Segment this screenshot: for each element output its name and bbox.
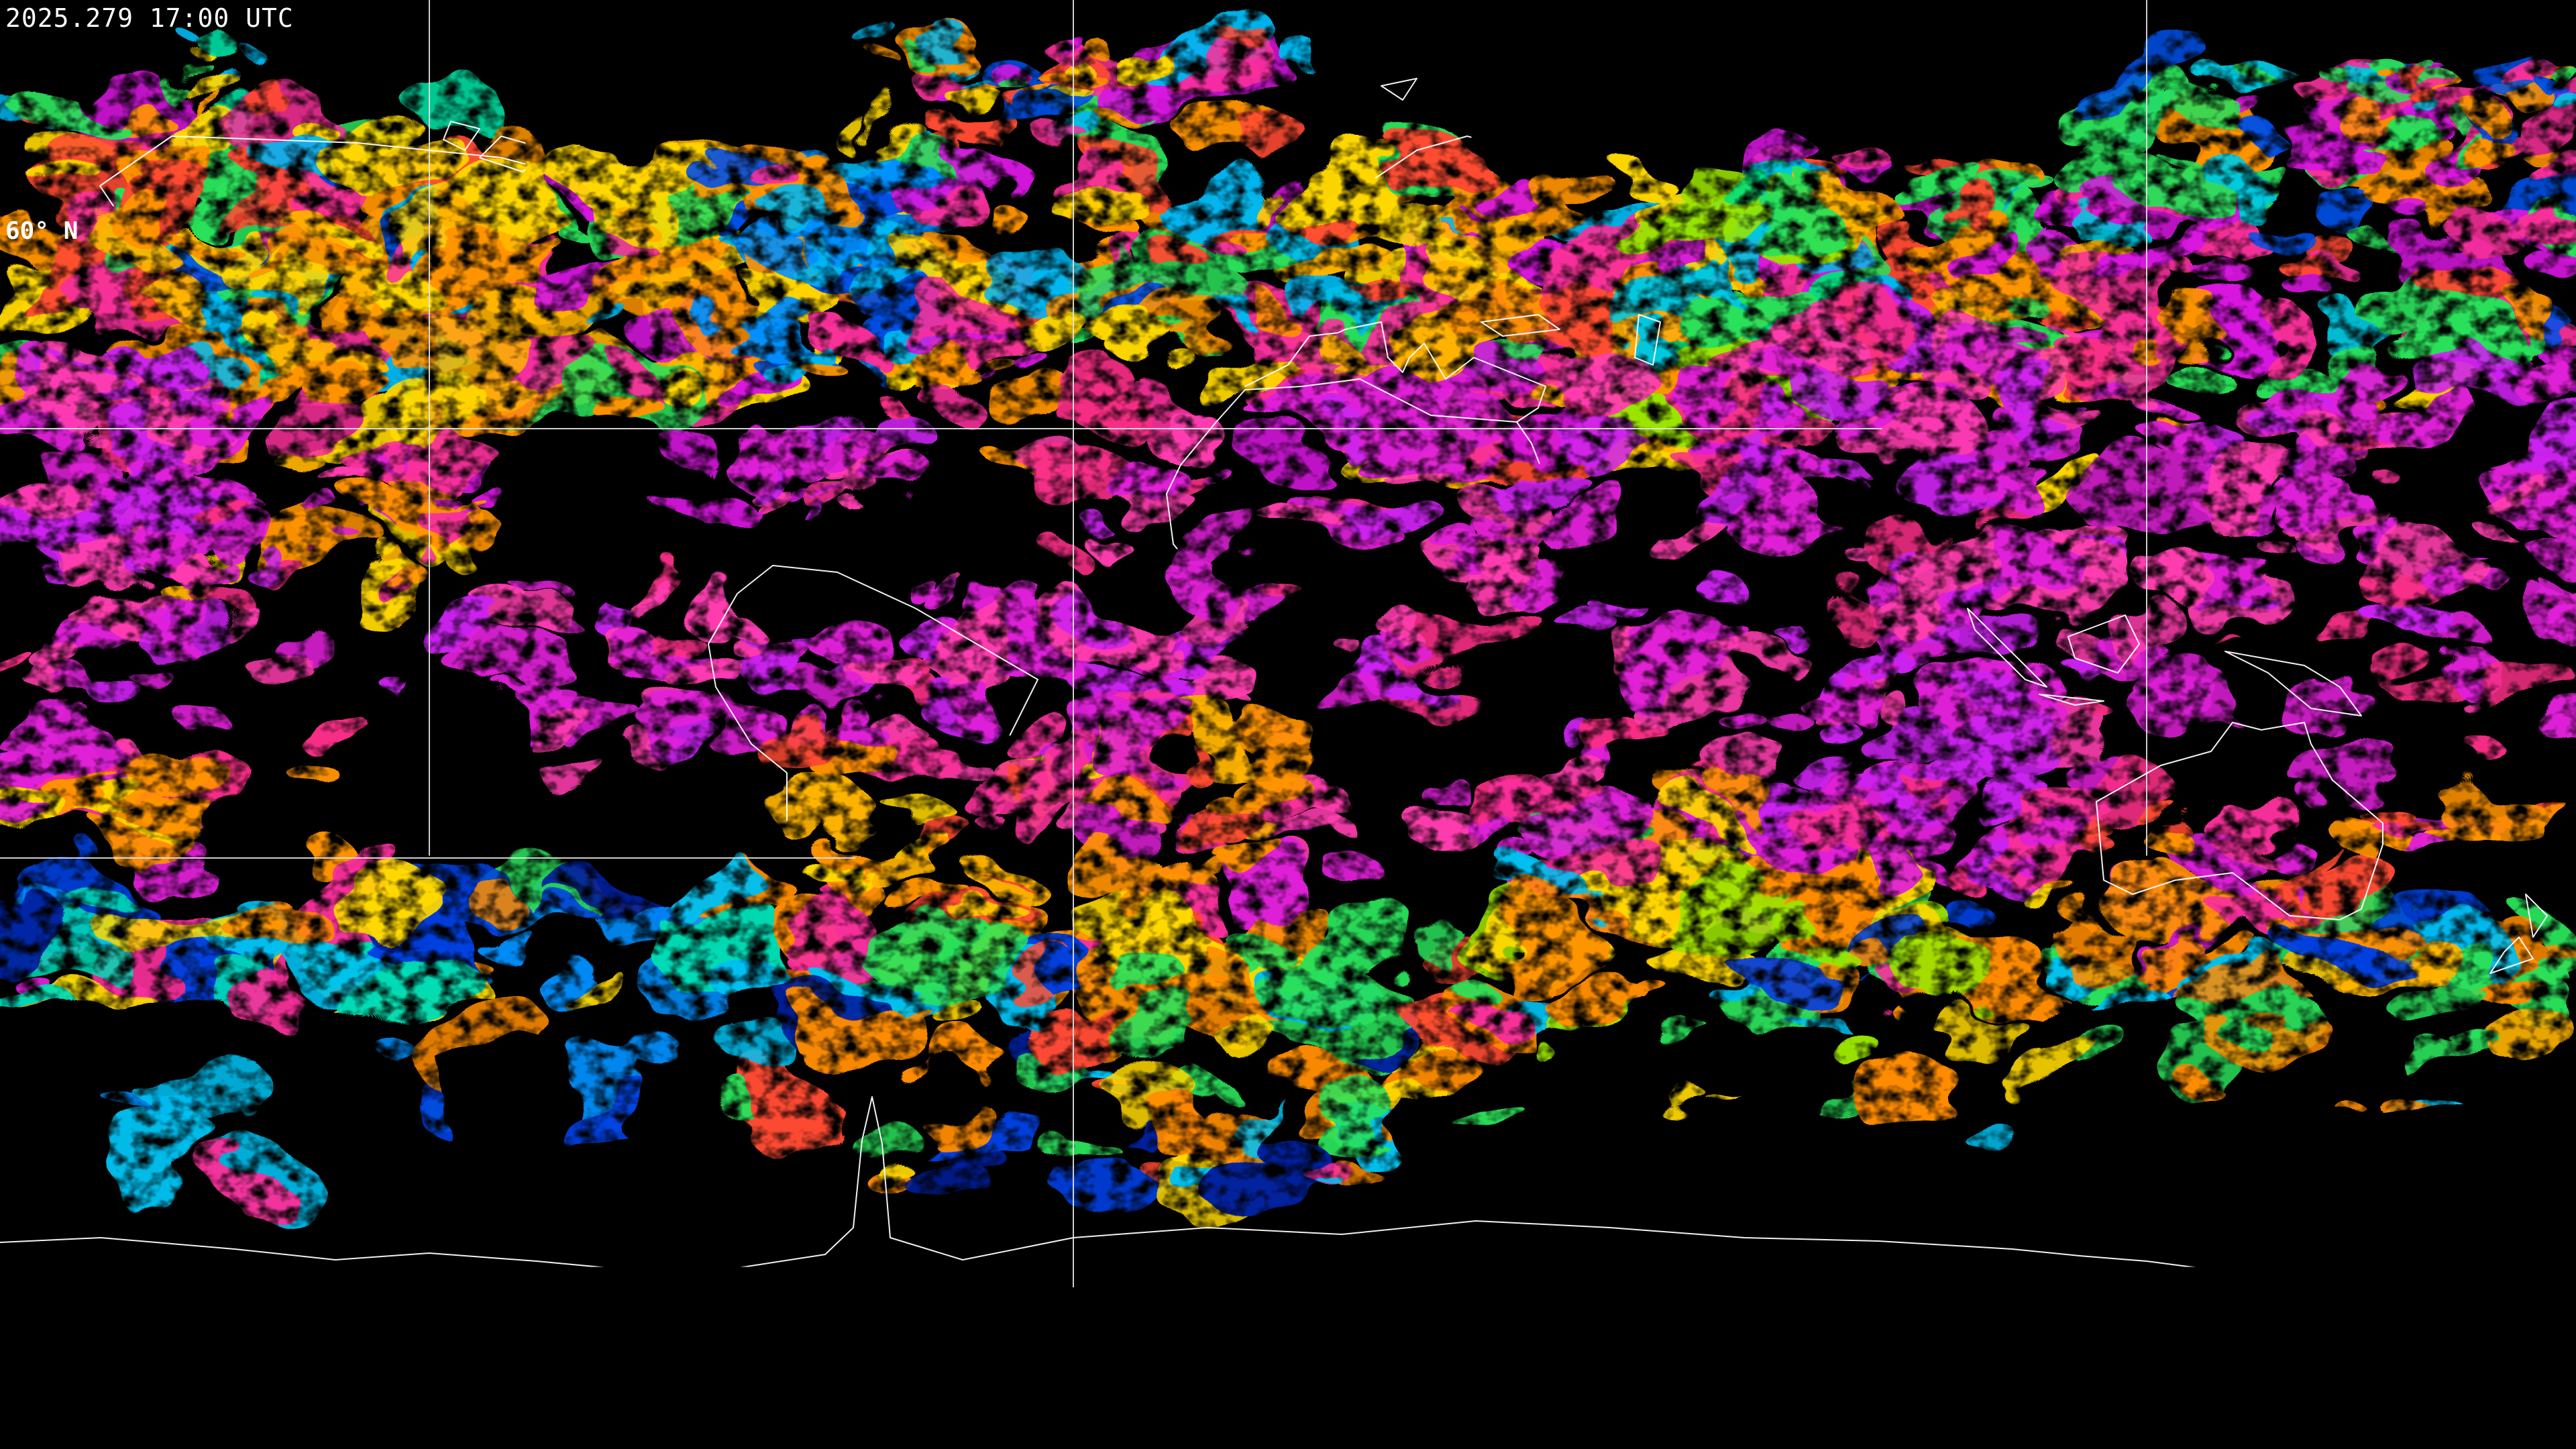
colorbar-tick-label: 2 <box>971 1346 986 1373</box>
colorbar-gradient <box>719 1304 1858 1330</box>
colorbar-axis-line <box>719 1330 1858 1332</box>
colorbar-tick-label: 16 <box>1770 1346 1799 1373</box>
colorbar-tick-label: 12 <box>1652 1346 1681 1373</box>
colorbar-tick-label: 4 <box>1179 1346 1193 1373</box>
colorbar-tick-label: 0 <box>712 1346 727 1373</box>
latitude-label: 30° S <box>5 861 78 889</box>
latitude-label: 0° N <box>5 647 64 674</box>
colorbar-tick-label: 8 <box>1472 1346 1487 1373</box>
icing-map-canvas: 2025.279 17:00 UTC 60° N30° N0° N30° S60… <box>0 0 2576 1449</box>
colorbar-tick-label: 14 <box>1719 1346 1748 1373</box>
latitude-label: 60° N <box>5 217 78 245</box>
latitude-label: 60° S <box>5 1076 78 1104</box>
colorbar-title: Bottom height of slw aircraft icing laye… <box>891 1378 1685 1405</box>
timestamp-label: 2025.279 17:00 UTC <box>5 3 294 33</box>
colorbar-tick-label: 20 <box>1843 1346 1872 1373</box>
colorbar-tick-label: 10 <box>1570 1346 1599 1373</box>
colorbar-tick-label: 6 <box>1343 1346 1358 1373</box>
cloud-patch <box>1309 1175 1346 1187</box>
latitude-label: 30° N <box>5 432 78 460</box>
